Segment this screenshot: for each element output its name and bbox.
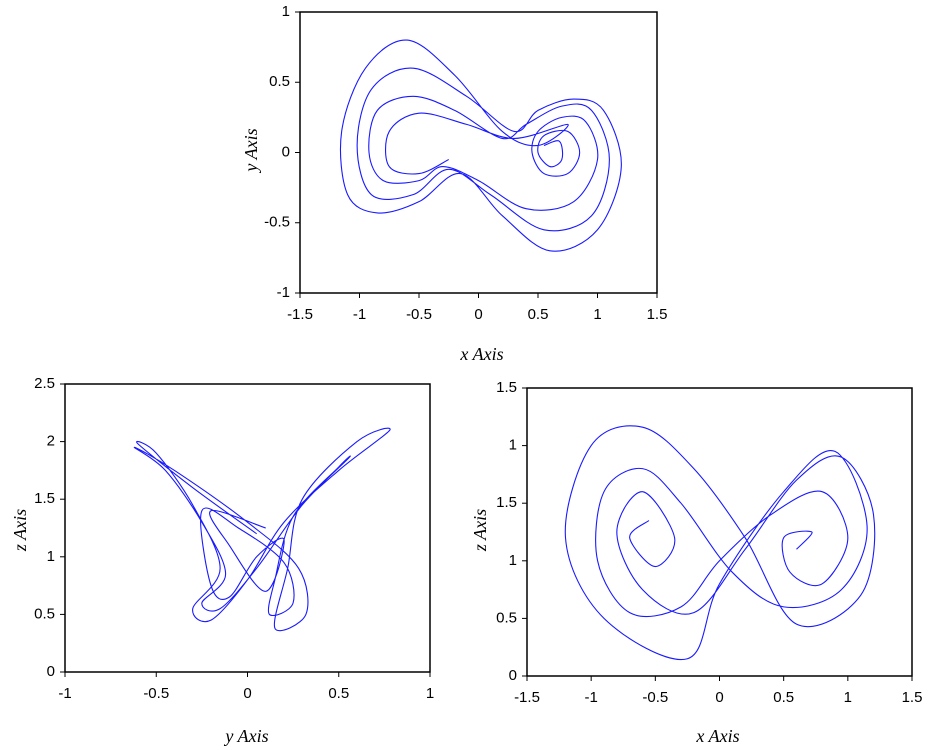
y-tick-label: 1 [282,3,290,20]
y-tick-label: -1 [277,284,290,301]
x-tick-label: -1.5 [287,306,313,323]
plot-frame [526,387,913,677]
x-tick-label: 0 [474,306,482,323]
y-tick-label: 0.5 [34,605,55,622]
y-tick-label: 1.5 [496,379,517,396]
trajectory [133,427,391,632]
x-tick-label: -0.5 [143,685,169,702]
x-tick-label: 1.5 [647,306,668,323]
y-axis-title: y Axis [241,128,261,173]
trajectory [339,39,622,252]
y-tick-label: 0.5 [496,609,517,626]
x-tick-label: 1.5 [902,689,923,706]
x-tick-label: -1.5 [514,689,540,706]
y-tick-label: 1.5 [34,490,55,507]
y-tick-label: 1 [509,552,517,569]
plot-frame [64,383,431,673]
y-tick-label: 0 [47,663,55,680]
trajectory [564,425,876,661]
plot-frame [299,11,658,294]
y-tick-label: -0.5 [264,214,290,231]
y-tick-label: 0 [509,667,517,684]
y-tick-label: 2 [47,433,55,450]
x-tick-label: 0.5 [773,689,794,706]
x-tick-label: -1 [584,689,597,706]
y-tick-label: 1.5 [496,494,517,511]
x-tick-label: 0 [243,685,251,702]
x-tick-label: 1 [844,689,852,706]
y-axis-title: z Axis [470,509,490,552]
x-tick-label: 0.5 [528,306,549,323]
x-tick-label: 1 [426,685,434,702]
x-axis-title: y Axis [223,726,268,746]
x-tick-label: 0.5 [328,685,349,702]
y-tick-label: 1 [509,437,517,454]
x-tick-label: -0.5 [642,689,668,706]
x-axis-title: x Axis [459,344,503,364]
x-tick-label: -1 [353,306,366,323]
y-tick-label: 0.5 [269,73,290,90]
y-axis-title: z Axis [10,509,30,552]
x-tick-label: -1 [58,685,71,702]
x-axis-title: x Axis [695,726,739,746]
y-tick-label: 0 [282,143,290,160]
y-tick-label: 2.5 [34,375,55,392]
x-tick-label: 0 [715,689,723,706]
x-tick-label: 1 [593,306,601,323]
y-tick-label: 1 [47,548,55,565]
x-tick-label: -0.5 [406,306,432,323]
